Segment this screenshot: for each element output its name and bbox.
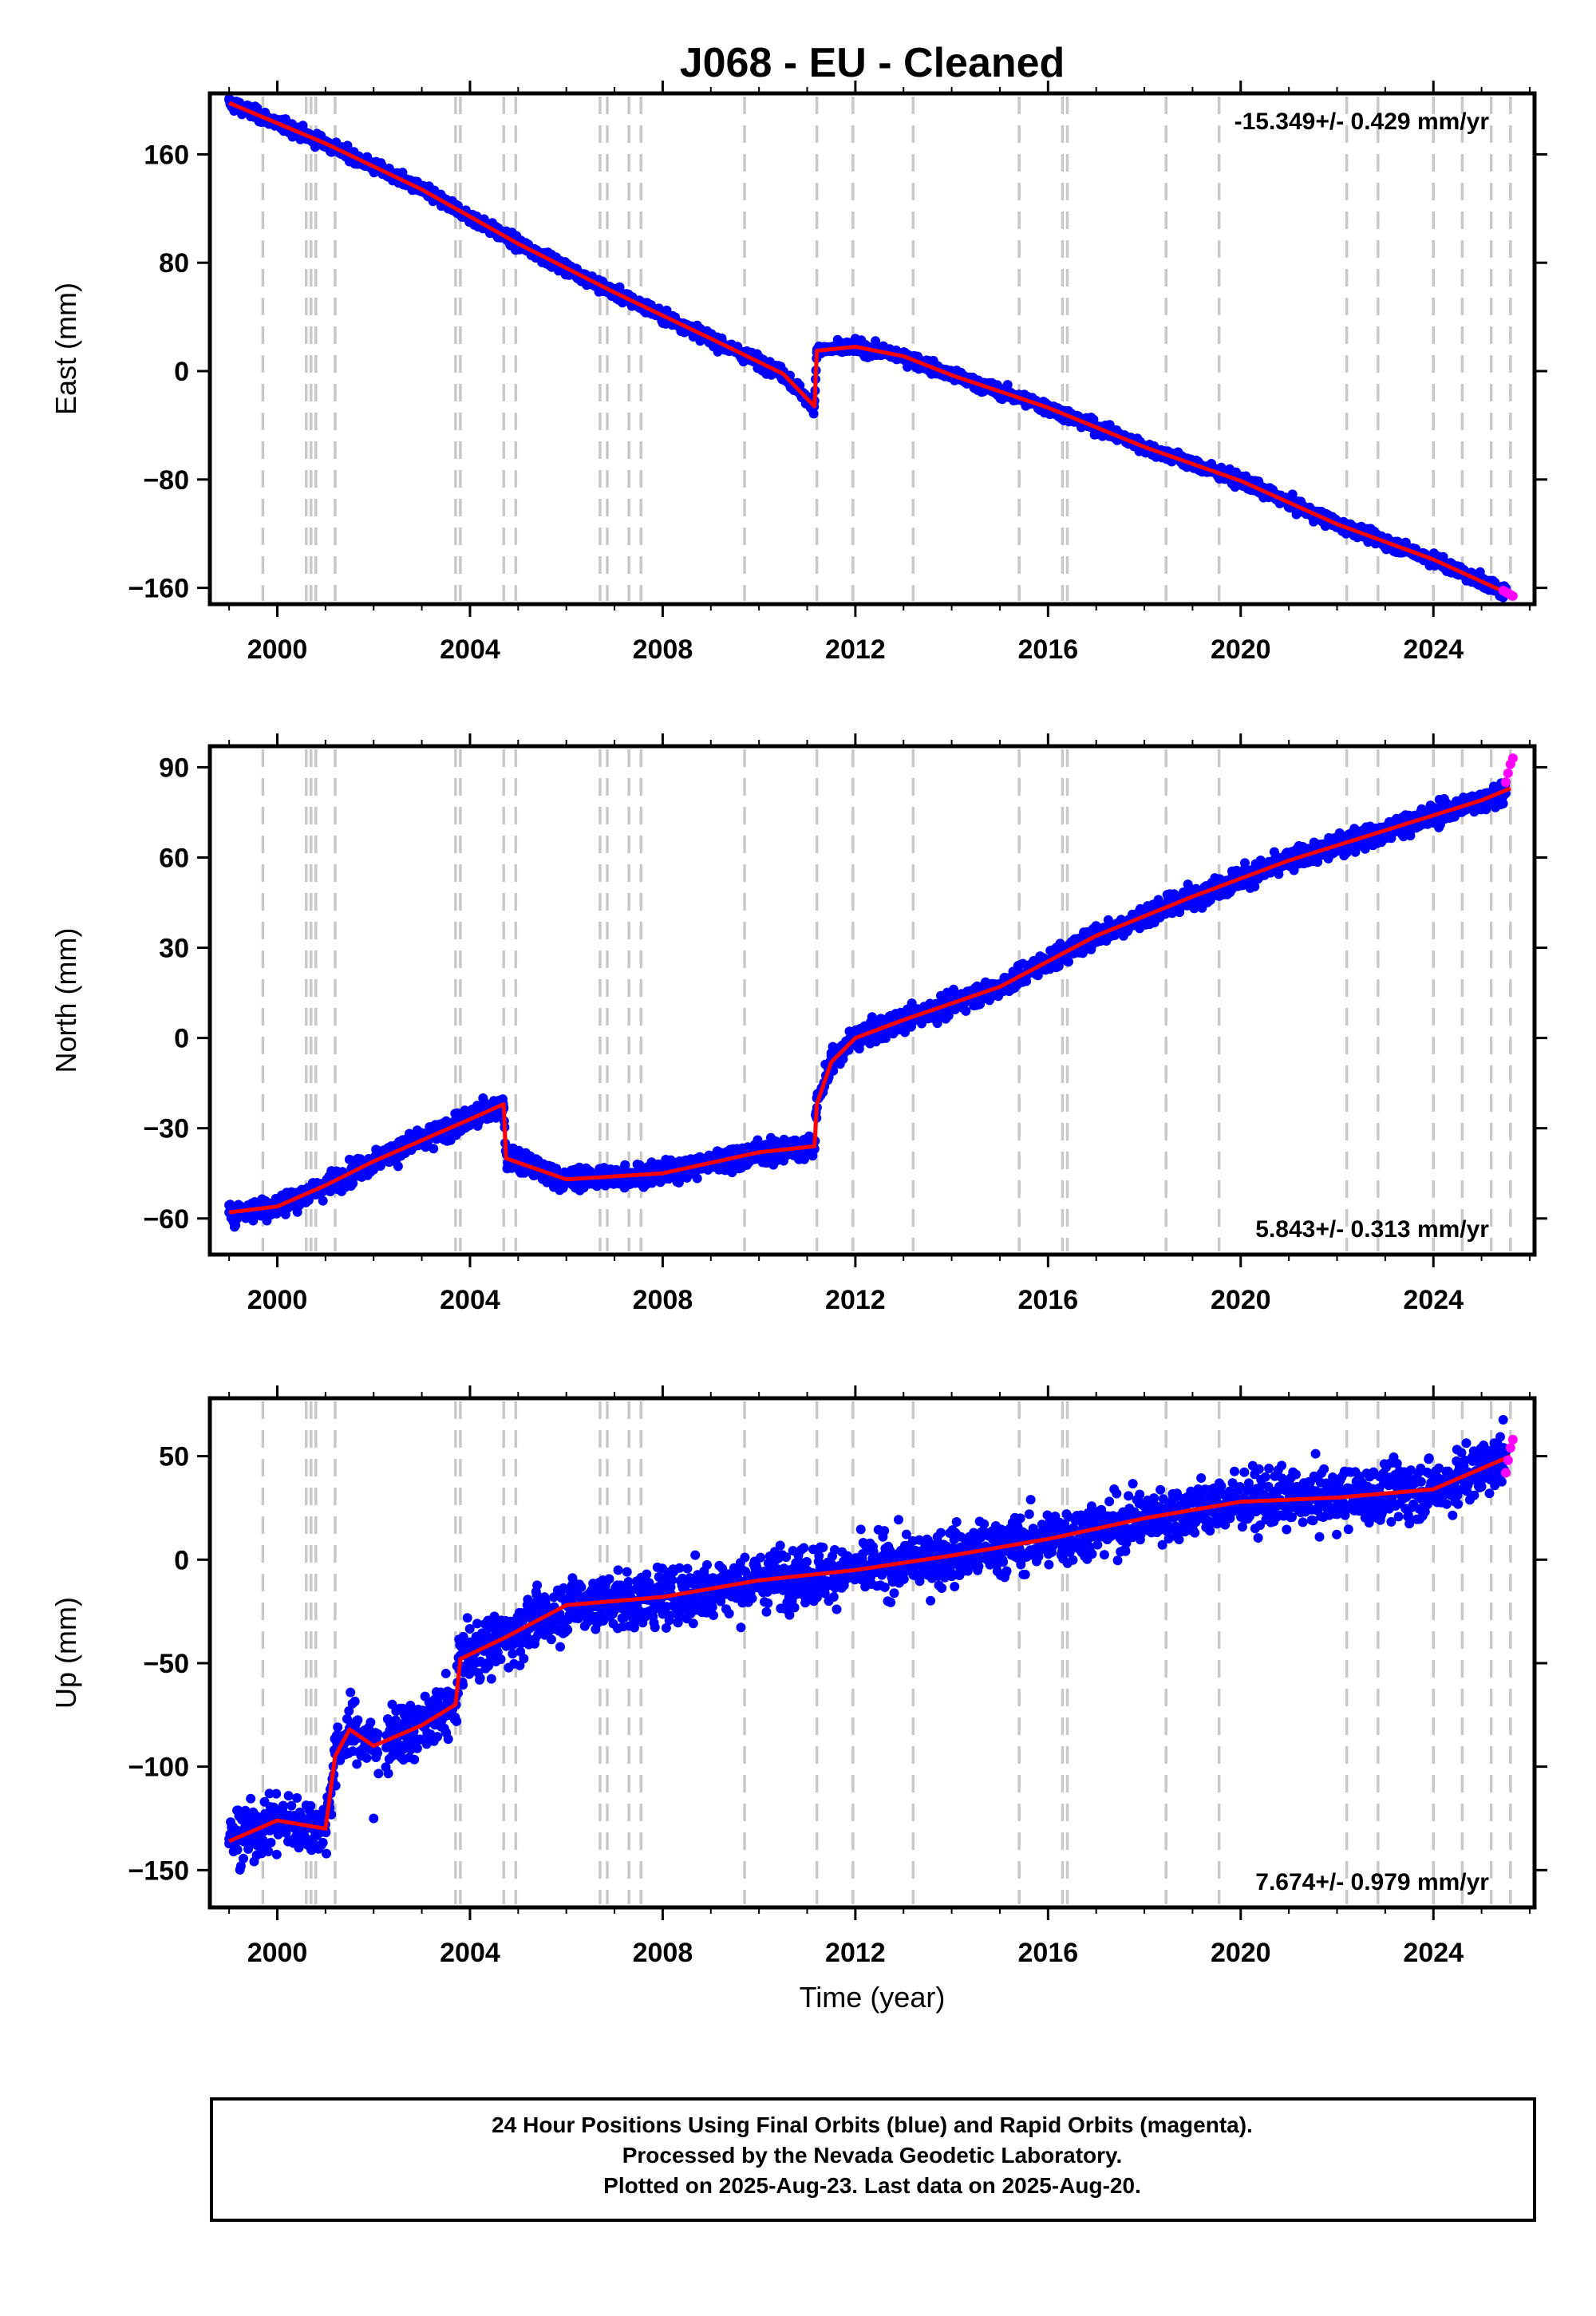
east-rate-label: -15.349+/- 0.429 mm/yr [1235,109,1490,135]
east-x-tick-label: 2020 [1211,634,1271,665]
east-final-point [397,168,408,178]
north-final-point [961,1006,971,1016]
east-final-point [1438,551,1448,562]
east-x-tick-label: 2004 [440,634,500,665]
north-final-point [943,1010,954,1021]
east-plot-area [224,93,1518,603]
east-y-tick-label: 160 [144,140,189,170]
east-x-tick-label: 2016 [1018,634,1079,665]
north-final-points [224,777,1511,1232]
north-final-point [393,1161,403,1172]
east-final-point [1002,380,1013,390]
east-y-tick-label: 0 [174,357,189,387]
north-final-point [348,1178,358,1188]
north-panel: 2000 2004 2008 2012 2016 2020 20249060300−30−6… [49,733,1547,1315]
east-y-tick-label: −80 [143,465,189,496]
east-y-tick-label: −160 [128,574,189,604]
north-final-point [1250,881,1260,891]
north-final-point [620,1160,630,1170]
east-y-axis-label: East (mm) [49,283,82,415]
east-x-tick-label: 2024 [1403,634,1464,665]
east-x-tick-label: 2012 [825,634,886,665]
north-final-point [1313,857,1323,868]
north-final-point [429,1144,439,1154]
east-model-line [228,101,1511,597]
north-final-point [692,1173,702,1184]
east-x-tick-label: 2008 [633,634,693,665]
east-final-point [871,336,881,346]
east-x-tick-label: 2000 [247,634,308,665]
east-panel: 2000 2004 2008 2012 2016 2020 2024 160 80 0 −80 −16… [49,81,1547,665]
east-y-tick-label: 80 [159,248,189,279]
chart-title: J068 - EU - Cleaned [680,40,1065,86]
east-frame [207,91,1537,607]
north-plot-area [224,753,1518,1232]
north-final-point [1053,961,1064,971]
north-final-point [318,1196,328,1206]
north-final-point [1240,858,1250,868]
north-final-point [1064,957,1073,967]
north-final-point [932,1018,942,1029]
east-rapid-point [1507,591,1518,601]
